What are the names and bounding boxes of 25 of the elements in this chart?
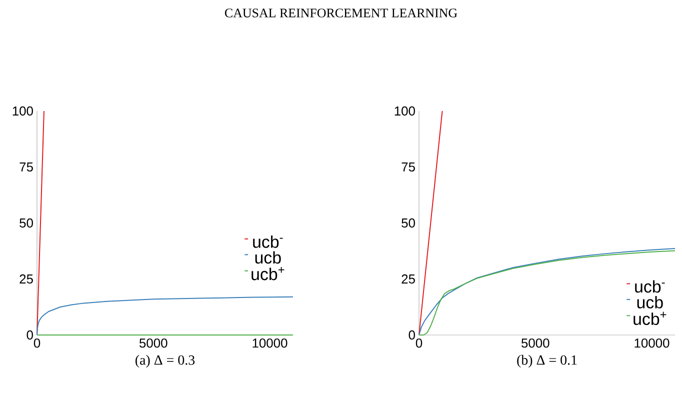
x-tick-label: 5000 xyxy=(139,338,168,348)
x-tick-label: 10000 xyxy=(252,338,288,348)
y-tick-label: 25 xyxy=(20,274,33,284)
x-tick-label: 0 xyxy=(34,338,40,348)
y-tick-label: 100 xyxy=(394,106,415,116)
x-tick-label: 10000 xyxy=(634,338,670,348)
text: CAUSAL REINFORCEMENT LEARNING xyxy=(224,8,458,18)
legend-label: ucb xyxy=(255,251,281,264)
text: (a) Δ = 0.3 xyxy=(136,354,195,368)
text: (b) Δ = 0.1 xyxy=(517,354,577,368)
y-tick-label: 0 xyxy=(408,330,415,340)
legend-label: ucb$^{-}$ xyxy=(635,280,665,293)
y-tick-label: 50 xyxy=(20,218,33,228)
legend-label: ucb xyxy=(637,296,663,308)
legend-label: ucb$^{+}$ xyxy=(634,312,666,326)
y-tick-label: 75 xyxy=(402,162,415,172)
y-tick-label: 75 xyxy=(20,162,33,172)
legend-label: ucb$^{-}$ xyxy=(253,235,283,248)
y-tick-label: 0 xyxy=(26,330,33,340)
x-tick-label: 0 xyxy=(416,338,422,348)
y-tick-label: 100 xyxy=(12,106,33,116)
x-tick-label: 5000 xyxy=(521,338,550,348)
y-tick-label: 25 xyxy=(402,274,415,284)
y-tick-label: 50 xyxy=(402,218,415,228)
legend-label: ucb$^{+}$ xyxy=(252,266,284,280)
